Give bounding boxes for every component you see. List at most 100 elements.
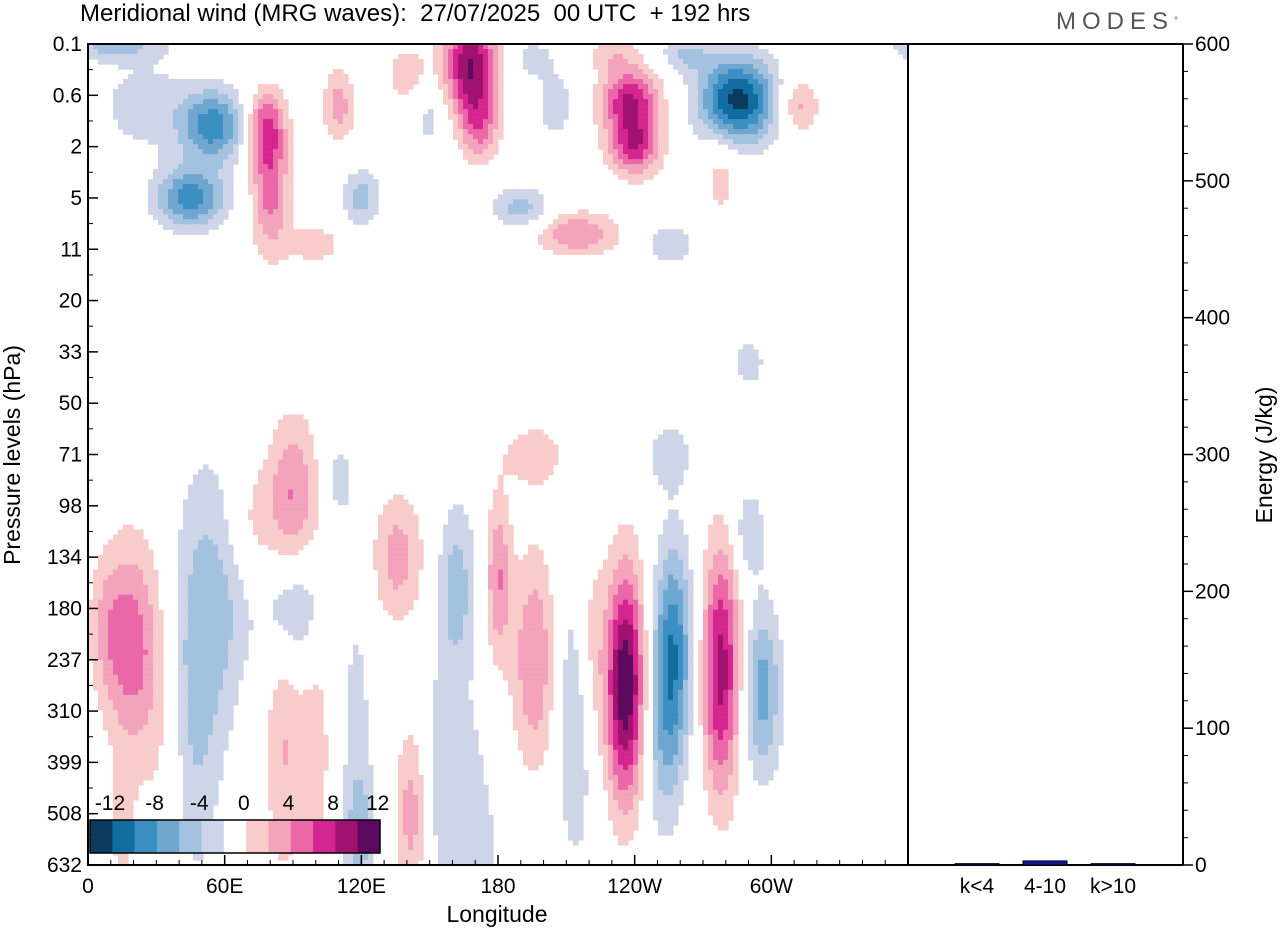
- heatmap-cell: [598, 614, 604, 621]
- heatmap-cell: [238, 129, 244, 135]
- heatmap-cell: [493, 149, 499, 155]
- heatmap-cell: [143, 49, 149, 55]
- heatmap-cell: [273, 164, 279, 170]
- heatmap-cell: [713, 174, 719, 180]
- heatmap-cell: [713, 194, 719, 200]
- heatmap-cell: [388, 609, 394, 616]
- heatmap-cell: [603, 639, 609, 646]
- heatmap-cell: [593, 229, 599, 235]
- heatmap-cell: [283, 529, 289, 536]
- heatmap-cell: [283, 144, 289, 150]
- heatmap-cell: [548, 239, 554, 245]
- heatmap-cell: [228, 119, 234, 125]
- heatmap-cell: [213, 579, 219, 586]
- heatmap-cell: [108, 609, 114, 616]
- heatmap-cell: [523, 579, 529, 586]
- heatmap-cell: [243, 604, 249, 611]
- heatmap-cell: [178, 134, 184, 140]
- heatmap-cell: [448, 84, 454, 90]
- heatmap-cell: [208, 509, 214, 516]
- heatmap-cell: [468, 134, 474, 140]
- heatmap-cell: [273, 214, 279, 220]
- heatmap-cell: [388, 539, 394, 546]
- heatmap-cell: [533, 449, 539, 456]
- heatmap-cell: [268, 224, 274, 230]
- heatmap-cell: [198, 549, 204, 556]
- heatmap-cell: [233, 614, 239, 621]
- heatmap-cell: [493, 204, 499, 210]
- heatmap-cell: [253, 199, 259, 205]
- heatmap-cell: [708, 564, 714, 571]
- heatmap-cell: [723, 179, 729, 185]
- heatmap-cell: [263, 234, 269, 240]
- heatmap-cell: [408, 574, 414, 581]
- heatmap-cell: [218, 569, 224, 576]
- heatmap-cell: [288, 519, 294, 526]
- heatmap-cell: [658, 589, 664, 596]
- heatmap-cell: [278, 94, 284, 100]
- heatmap-cell: [158, 134, 164, 140]
- heatmap-cell: [153, 89, 159, 95]
- heatmap-cell: [213, 564, 219, 571]
- heatmap-cell: [598, 214, 604, 220]
- heatmap-cell: [518, 634, 524, 641]
- heatmap-cell: [123, 89, 129, 95]
- heatmap-cell: [268, 154, 274, 160]
- heatmap-cell: [638, 129, 644, 135]
- heatmap-cell: [158, 169, 164, 175]
- heatmap-cell: [638, 559, 644, 566]
- heatmap-cell: [343, 204, 349, 210]
- heatmap-cell: [538, 579, 544, 586]
- heatmap-cell: [458, 44, 464, 50]
- heatmap-cell: [118, 124, 124, 130]
- heatmap-cell: [408, 594, 414, 601]
- heatmap-cell: [258, 84, 264, 90]
- heatmap-cell: [543, 244, 549, 250]
- heatmap-cell: [283, 459, 289, 466]
- heatmap-cell: [228, 629, 234, 636]
- heatmap-cell: [283, 469, 289, 476]
- heatmap-cell: [373, 204, 379, 210]
- heatmap-cell: [113, 574, 119, 581]
- heatmap-cell: [493, 489, 499, 496]
- heatmap-cell: [668, 549, 674, 556]
- heatmap-cell: [538, 234, 544, 240]
- heatmap-cell: [758, 609, 764, 616]
- heatmap-cell: [618, 139, 624, 145]
- heatmap-cell: [288, 159, 294, 165]
- heatmap-cell: [678, 64, 684, 70]
- heatmap-cell: [228, 84, 234, 90]
- heatmap-cell: [688, 69, 694, 75]
- heatmap-cell: [498, 539, 504, 546]
- heatmap-cell: [628, 594, 634, 601]
- heatmap-cell: [268, 174, 274, 180]
- heatmap-cell: [453, 519, 459, 526]
- heatmap-cell: [193, 119, 199, 125]
- heatmap-cell: [108, 564, 114, 571]
- heatmap-cell: [158, 49, 164, 55]
- heatmap-cell: [623, 84, 629, 90]
- heatmap-cell: [268, 539, 274, 546]
- heatmap-cell: [448, 534, 454, 541]
- heatmap-cell: [463, 549, 469, 556]
- heatmap-cell: [508, 444, 514, 451]
- heatmap-cell: [463, 619, 469, 626]
- heatmap-cell: [748, 559, 754, 566]
- heatmap-cell: [273, 524, 279, 531]
- heatmap-cell: [598, 59, 604, 65]
- heatmap-cell: [338, 104, 344, 110]
- heatmap-cell: [533, 564, 539, 571]
- heatmap-cell: [688, 84, 694, 90]
- heatmap-cell: [353, 189, 359, 195]
- heatmap-cell: [213, 209, 219, 215]
- heatmap-cell: [668, 609, 674, 616]
- heatmap-cell: [593, 64, 599, 70]
- heatmap-cell: [533, 479, 539, 486]
- heatmap-cell: [548, 629, 554, 636]
- heatmap-cell: [93, 634, 99, 641]
- heatmap-cell: [638, 74, 644, 80]
- heatmap-cell: [173, 114, 179, 120]
- heatmap-cell: [203, 634, 209, 641]
- heatmap-cell: [283, 199, 289, 205]
- heatmap-cell: [183, 619, 189, 626]
